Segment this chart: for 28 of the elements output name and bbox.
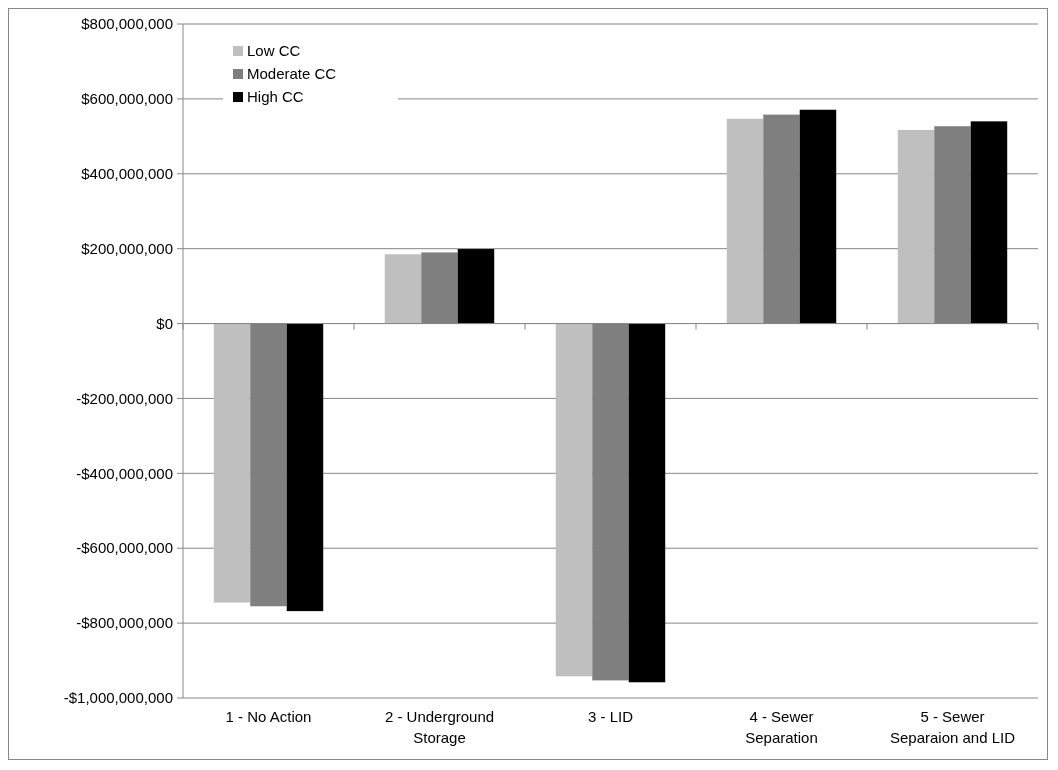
bar	[726, 118, 764, 324]
bar	[457, 249, 495, 324]
y-tick-label: $600,000,000	[81, 90, 173, 108]
bar	[628, 323, 666, 683]
y-tick-label: -$400,000,000	[76, 464, 173, 482]
bar	[213, 323, 251, 603]
x-tick-label: 2 - Underground Storage	[384, 708, 495, 746]
y-tick-label: -$600,000,000	[76, 539, 173, 557]
x-tick-label: 4 - Sewer Separation	[745, 708, 818, 746]
bar	[799, 109, 837, 324]
bar	[897, 129, 935, 324]
y-tick-label: $0	[156, 314, 173, 332]
bar	[555, 323, 593, 677]
y-tick-label: $400,000,000	[81, 165, 173, 183]
legend-label: Low CC	[247, 42, 301, 60]
y-tick-label: -$200,000,000	[76, 389, 173, 407]
x-tick-label: 5 - Sewer Separaion and LID	[889, 708, 1016, 746]
y-tick-label: -$1,000,000,000	[63, 689, 173, 707]
legend-label: High CC	[247, 88, 304, 106]
bar	[286, 323, 324, 612]
bar	[970, 121, 1008, 324]
x-tick-label: 1 - No Action	[225, 708, 312, 725]
y-tick-label: -$800,000,000	[76, 614, 173, 632]
bar	[384, 254, 422, 324]
legend-label: Moderate CC	[247, 65, 337, 83]
y-tick-label: $200,000,000	[81, 239, 173, 257]
y-tick-label: $800,000,000	[81, 15, 173, 33]
x-tick-label: 3 - LID	[587, 708, 634, 725]
